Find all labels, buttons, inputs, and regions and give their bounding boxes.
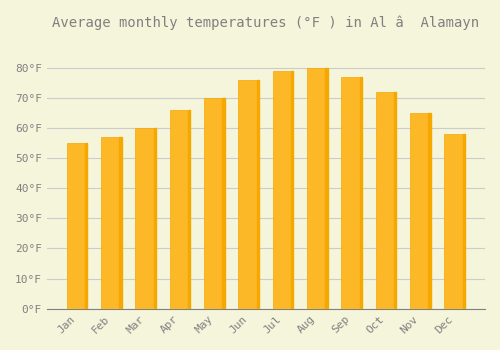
Bar	[342, 77, 362, 309]
Bar	[307, 68, 328, 309]
Bar	[119, 137, 122, 309]
Bar	[85, 143, 87, 309]
Bar	[67, 143, 87, 309]
Bar	[273, 71, 293, 309]
Bar	[170, 110, 190, 309]
Bar	[291, 71, 294, 309]
Bar	[326, 68, 328, 309]
Bar	[394, 92, 396, 309]
Bar	[222, 98, 224, 309]
Bar	[188, 110, 190, 309]
Bar	[238, 80, 259, 309]
Bar	[136, 128, 156, 309]
Bar	[360, 77, 362, 309]
Bar	[462, 134, 465, 309]
Bar	[101, 137, 121, 309]
Bar	[428, 113, 430, 309]
Bar	[256, 80, 259, 309]
Title: Average monthly temperatures (°F ) in Al â  Alamayn: Average monthly temperatures (°F ) in Al…	[52, 15, 480, 29]
Bar	[444, 134, 465, 309]
Bar	[204, 98, 225, 309]
Bar	[376, 92, 396, 309]
Bar	[154, 128, 156, 309]
Bar	[410, 113, 430, 309]
